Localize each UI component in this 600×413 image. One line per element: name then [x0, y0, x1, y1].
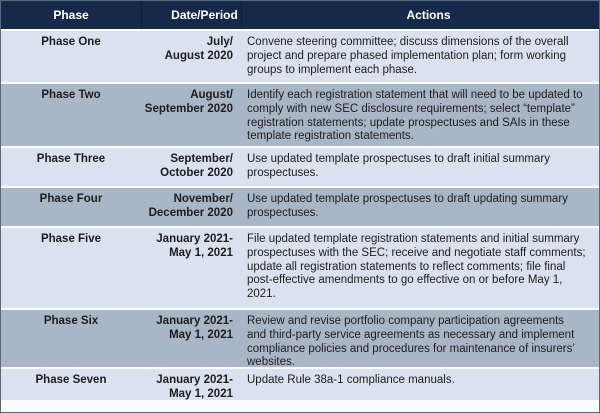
date-line-1: January 2021- — [156, 315, 233, 327]
action-cell: Use updated template prospectuses to dra… — [247, 193, 568, 219]
table-header-row: Phase Date/Period Actions — [1, 1, 599, 29]
table-row: Phase Three September/October 2020 Use u… — [1, 146, 599, 186]
table-row: Phase Six January 2021- May 1, 2021 Revie… — [1, 308, 599, 370]
phase-cell: Phase Three — [36, 153, 106, 165]
action-cell: Identify each registration statement tha… — [247, 89, 583, 143]
table-row: Phase Seven January 2021- May 1, 2021 Upd… — [1, 367, 599, 400]
date-line-2: August 2020 — [164, 49, 233, 62]
date-cell: November/December 2020 — [141, 188, 241, 226]
table-row: Phase Two August/September 2020 Identify… — [1, 82, 599, 146]
action-cell: Convene steering committee; discuss dime… — [247, 36, 569, 76]
phase-cell: Phase Two — [41, 89, 101, 101]
action-cell: Update Rule 38a-1 compliance manuals. — [247, 374, 455, 386]
date-cell: August/September 2020 — [141, 84, 241, 146]
phase-cell: Phase Four — [39, 193, 103, 205]
table-row: Phase Five January 2021- May 1, 2021 File… — [1, 226, 599, 308]
date-cell: January 2021- May 1, 2021 — [141, 369, 241, 402]
phase-cell: Phase One — [41, 36, 101, 48]
date-line-2: May 1, 2021 — [169, 387, 233, 400]
date-line-2: December 2020 — [148, 206, 233, 219]
date-line-1: July/ — [206, 36, 233, 48]
date-cell: July/August 2020 — [141, 31, 241, 82]
date-cell: September/October 2020 — [141, 148, 241, 186]
date-line-2: October 2020 — [160, 166, 233, 179]
phase-cell: Phase Seven — [35, 374, 107, 386]
action-cell: Use updated template prospectuses to dra… — [247, 153, 550, 179]
phase-cell: Phase Six — [43, 315, 99, 327]
table-row: Phase One July/August 2020 Convene steer… — [1, 29, 599, 82]
date-cell: January 2021- May 1, 2021 — [141, 228, 241, 308]
date-line-2: May 1, 2021 — [169, 246, 233, 259]
column-header-actions: Actions — [241, 1, 599, 29]
date-line-2: September 2020 — [144, 102, 233, 115]
date-line-1: January 2021- — [156, 374, 233, 386]
date-line-2: May 1, 2021 — [169, 328, 233, 341]
phase-cell: Phase Five — [40, 233, 102, 245]
date-line-1: September/ — [170, 153, 233, 165]
date-cell: January 2021- May 1, 2021 — [141, 310, 241, 370]
action-cell: File updated template registration state… — [247, 233, 586, 301]
action-cell: Review and revise portfolio company part… — [247, 315, 575, 369]
date-line-1: November/ — [173, 193, 233, 205]
column-header-date-period: Date/Period — [141, 1, 241, 29]
date-line-1: August/ — [190, 89, 233, 101]
table-row: Phase Four November/December 2020 Use up… — [1, 186, 599, 226]
date-line-1: January 2021- — [156, 233, 233, 245]
column-header-phase: Phase — [53, 8, 89, 22]
